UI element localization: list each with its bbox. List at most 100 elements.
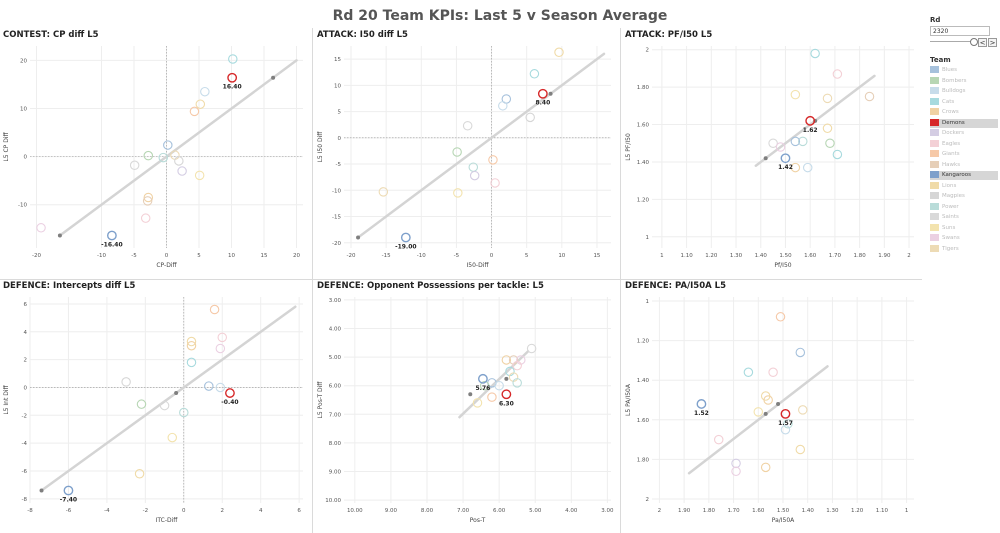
y-tick-label: -15 [332, 215, 341, 221]
legend-item[interactable]: Power [930, 202, 998, 212]
y-tick-label: 1 [646, 235, 650, 241]
data-point [512, 378, 522, 388]
legend-item[interactable]: Bulldogs [930, 87, 998, 96]
x-tick-label: -5 [131, 253, 137, 259]
scatter-plot[interactable]: 2 1.90 1.80 1.70 1.60 1.50 1.40 1.30 1.20 1.10 1 1 1… [622, 293, 922, 533]
data-point [217, 332, 228, 343]
data-point [768, 138, 778, 149]
y-tick-label: 20 [20, 58, 27, 64]
legend-label: Demons [942, 119, 965, 126]
y-axis-label: L5 PA/I50A [625, 383, 632, 416]
data-label: 8.40 [535, 100, 550, 107]
data-point [768, 367, 778, 378]
column-divider [312, 28, 313, 533]
reference-dot [39, 488, 44, 493]
data-point [525, 112, 535, 123]
scatter-plot[interactable]: -20 -15 -10 -5 0 5 10 15 -20 -15 -10 -5 0 5 10 15 I50-Di… [314, 42, 619, 278]
data-point [713, 434, 724, 445]
chart-panel-cp: CONTEST: CP diff L5 -20 -10 -5 0 5 10 15 20 -10 0… [0, 30, 311, 280]
rd-slider[interactable] [930, 38, 978, 46]
y-tick-label: 3.00 [329, 298, 342, 304]
x-tick-label: 1.90 [678, 508, 691, 514]
legend-swatch [930, 181, 939, 189]
y-tick-label: 2 [24, 358, 28, 364]
y-axis-label: L5 CP Diff [3, 132, 10, 162]
rd-input[interactable]: 2320 [930, 26, 990, 36]
scatter-plot[interactable]: 1 1.10 1.20 1.30 1.40 1.50 1.60 1.70 1.80 1.90 2 1 1… [622, 42, 922, 278]
y-tick-label: 2 [646, 497, 650, 503]
data-point [798, 405, 808, 415]
legend-swatch [930, 87, 939, 94]
chart-panel-itc: DEFENCE: Intercepts diff L5 -8 -6 -4 -2 0 2 4 6… [0, 281, 311, 533]
data-point [731, 466, 741, 477]
legend-item[interactable]: Dockers [930, 129, 998, 138]
y-tick-label: 1.40 [637, 160, 650, 166]
y-tick-label: 4.00 [329, 326, 342, 332]
data-point [194, 170, 205, 181]
y-axis-label: L5 Int Diff [3, 384, 10, 414]
prev-button[interactable]: < [978, 38, 987, 47]
scatter-plot[interactable]: 10.00 9.00 8.00 7.00 6.00 5.00 4.00 3.00 3.00 4.0… [314, 293, 619, 533]
legend-swatch [930, 213, 939, 220]
y-tick-label: 0 [24, 385, 28, 391]
legend-item[interactable]: Bombers [930, 76, 998, 86]
reference-dot [271, 75, 276, 80]
y-tick-label: -4 [22, 441, 28, 447]
legend-swatch [930, 97, 939, 105]
data-point [142, 196, 153, 206]
x-tick-label: -4 [104, 508, 110, 514]
y-tick-label: -10 [18, 203, 27, 209]
x-tick-label: 1.10 [680, 253, 693, 259]
legend-item[interactable]: Swans [930, 234, 998, 243]
y-axis-label: L5 Pos-T Diff [317, 381, 324, 419]
data-point [795, 444, 806, 455]
legend-item[interactable]: Crows [930, 108, 998, 117]
legend-item[interactable]: Blues [930, 66, 998, 75]
legend-item[interactable]: Demons [930, 118, 998, 128]
legend-item[interactable]: Suns [930, 223, 998, 233]
legend-swatch [930, 76, 939, 84]
data-point [204, 381, 214, 391]
x-tick-label: -2 [143, 508, 148, 514]
y-tick-label: 6 [24, 302, 28, 308]
scatter-plot[interactable]: -8 -6 -4 -2 0 2 4 6 -8 -6 -4 -2 0 2 4 6 ITC-Diff L5 Int D… [0, 293, 311, 533]
data-point [760, 462, 771, 473]
y-tick-label: 5.00 [329, 355, 342, 361]
x-tick-label: 4.00 [565, 508, 578, 514]
legend-item[interactable]: Cats [930, 97, 998, 107]
x-axis-label: CP-Diff [156, 262, 177, 269]
x-tick-label: 2 [658, 508, 662, 514]
y-tick-label: 2 [646, 48, 650, 54]
y-tick-label: 0 [24, 155, 28, 161]
legend-item[interactable]: Hawks [930, 160, 998, 170]
reference-dot [548, 91, 553, 96]
legend-item[interactable]: Saints [930, 213, 998, 222]
x-tick-label: 4 [259, 508, 263, 514]
y-tick-label: -2 [22, 413, 27, 419]
legend-swatch [930, 139, 939, 147]
highlight-point [107, 230, 117, 241]
legend-item[interactable]: Tigers [930, 244, 998, 254]
legend-item[interactable]: Lions [930, 181, 998, 191]
y-tick-label: 10 [334, 83, 341, 89]
reference-dot [174, 391, 179, 396]
x-tick-label: 1.50 [779, 253, 792, 259]
reference-dot [356, 235, 361, 240]
data-point [795, 347, 806, 358]
legend-item[interactable]: Giants [930, 150, 998, 159]
legend-label: Blues [942, 67, 958, 73]
highlight-point [805, 115, 816, 126]
legend-item[interactable]: Eagles [930, 139, 998, 149]
data-point [501, 355, 512, 365]
slider-thumb[interactable] [970, 38, 978, 46]
next-button[interactable]: > [988, 38, 997, 47]
x-tick-label: 15 [593, 253, 600, 259]
legend-item[interactable]: Magpies [930, 192, 998, 201]
legend-item[interactable]: Kangaroos [930, 171, 998, 180]
x-axis-label: Pa/I50A [772, 517, 795, 524]
reference-dot [57, 233, 62, 238]
scatter-plot[interactable]: -20 -10 -5 0 5 10 15 20 -10 0 10 20 CP-Diff L5 CP Dif… [0, 42, 311, 278]
x-axis-label: Pf/I50 [774, 262, 791, 269]
row-divider [0, 279, 922, 280]
data-label: -16.40 [101, 241, 122, 248]
